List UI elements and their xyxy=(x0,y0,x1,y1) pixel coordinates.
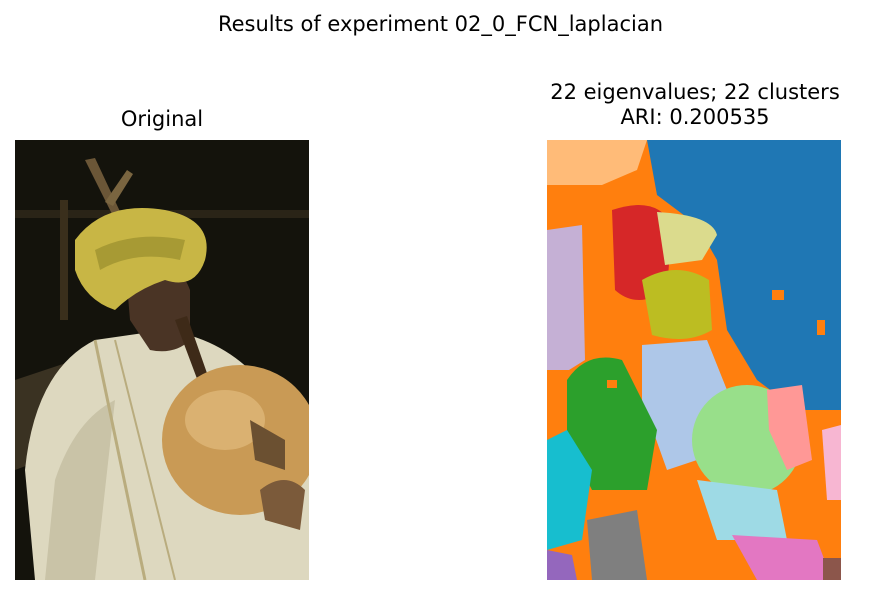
figure-title: Results of experiment 02_0_FCN_laplacian xyxy=(217,12,664,36)
original-title: Original xyxy=(120,107,204,131)
segmentation-title: 22 eigenvalues; 22 clusters ARI: 0.20053… xyxy=(470,80,881,130)
segmentation-title-line1: 22 eigenvalues; 22 clusters xyxy=(550,80,840,104)
segmentation-image xyxy=(547,140,841,580)
segmentation-title-line2: ARI: 0.200535 xyxy=(620,105,770,129)
original-image xyxy=(15,140,309,580)
